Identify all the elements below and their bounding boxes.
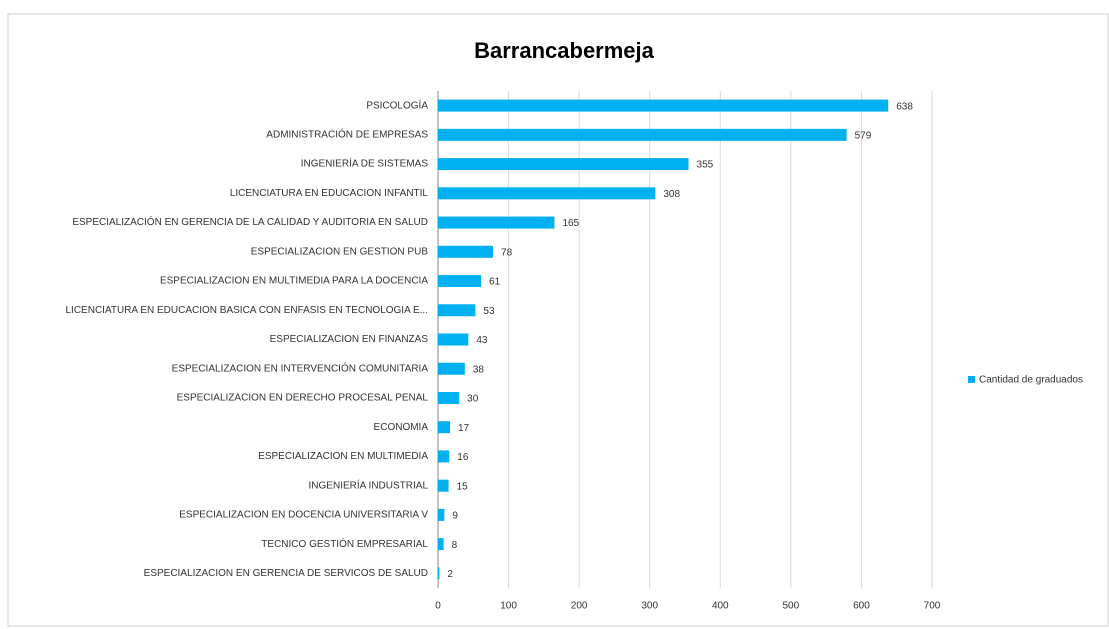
y-tick-label: ESPECIALIZACION EN DERECHO PROCESAL PENA… (177, 393, 429, 404)
x-tick-label: 400 (712, 601, 729, 612)
data-label: 8 (452, 540, 458, 551)
bar (438, 362, 465, 375)
y-tick-label: ECONOMIA (374, 422, 429, 433)
bar (438, 275, 482, 288)
y-tick-label: ESPECIALIZACION EN GERENCIA DE SERVICOS … (144, 568, 428, 579)
y-tick-label: PSICOLOGÍA (366, 98, 428, 111)
bar (438, 158, 689, 171)
x-tick-label: 100 (500, 601, 517, 612)
x-tick-label: 700 (924, 601, 941, 612)
y-tick-label: ADMINISTRACIÓN DE EMPRESAS (266, 127, 428, 140)
data-label: 16 (457, 452, 469, 463)
chart-frame (7, 13, 1109, 627)
bar (438, 333, 469, 346)
y-tick-label: ESPECIALIZACION EN MULTIMEDIA PARA LA DO… (160, 276, 428, 287)
chart-title: Barrancabermeja (474, 38, 655, 63)
x-tick-label: 200 (571, 601, 588, 612)
data-label: 53 (483, 306, 495, 317)
y-tick-label: INGENIERÍA DE SISTEMAS (301, 157, 429, 170)
y-tick-label: ESPECIALIZACION EN GESTION PUB (251, 246, 429, 257)
data-label: 15 (457, 481, 469, 492)
bar (438, 245, 494, 258)
y-tick-label: INGENIERÍA INDUSTRIAL (309, 478, 429, 491)
legend-label: Cantidad de graduados (979, 375, 1083, 386)
y-tick-label: TECNICO GESTIÓN EMPRESARIAL (261, 537, 428, 550)
data-label: 9 (452, 511, 458, 522)
y-tick-label: ESPECIALIZACION EN MULTIMEDIA (258, 451, 428, 462)
data-label: 30 (467, 394, 479, 405)
data-label: 78 (501, 247, 513, 258)
bar (438, 479, 449, 492)
bar (438, 216, 555, 229)
data-label: 308 (663, 189, 680, 200)
y-tick-label: ESPECIALIZACION EN FINANZAS (270, 334, 429, 345)
bar (438, 99, 889, 112)
bar (438, 187, 656, 200)
y-tick-label: LICENCIATURA EN EDUCACION INFANTIL (230, 188, 429, 199)
bar (438, 304, 476, 317)
bar (438, 128, 847, 141)
data-label: 165 (562, 218, 579, 229)
x-tick-label: 500 (783, 601, 800, 612)
bar (438, 538, 444, 551)
bar (438, 391, 460, 404)
data-label: 61 (489, 277, 501, 288)
data-label: 38 (473, 364, 485, 375)
bar (438, 508, 445, 521)
data-label: 2 (447, 569, 453, 580)
data-label: 579 (855, 130, 872, 141)
x-tick-label: 300 (641, 601, 658, 612)
y-tick-label: ESPECIALIZACION EN DOCENCIA UNIVERSITARI… (179, 510, 428, 521)
legend-swatch (968, 376, 975, 383)
y-tick-label: ESPECIALIZACIÓN EN GERENCIA DE LA CALIDA… (72, 215, 428, 228)
data-label: 355 (697, 160, 714, 171)
y-tick-label: ESPECIALIZACION EN INTERVENCIÓN COMUNITA… (172, 361, 429, 374)
data-label: 43 (476, 335, 488, 346)
y-tick-label: LICENCIATURA EN EDUCACION BASICA CON ENF… (66, 305, 429, 316)
x-tick-label: 0 (435, 601, 441, 612)
bar (438, 421, 450, 434)
data-label: 17 (458, 423, 470, 434)
x-tick-label: 600 (853, 601, 870, 612)
bar (438, 450, 450, 463)
bar (438, 567, 440, 580)
data-label: 638 (896, 101, 913, 112)
